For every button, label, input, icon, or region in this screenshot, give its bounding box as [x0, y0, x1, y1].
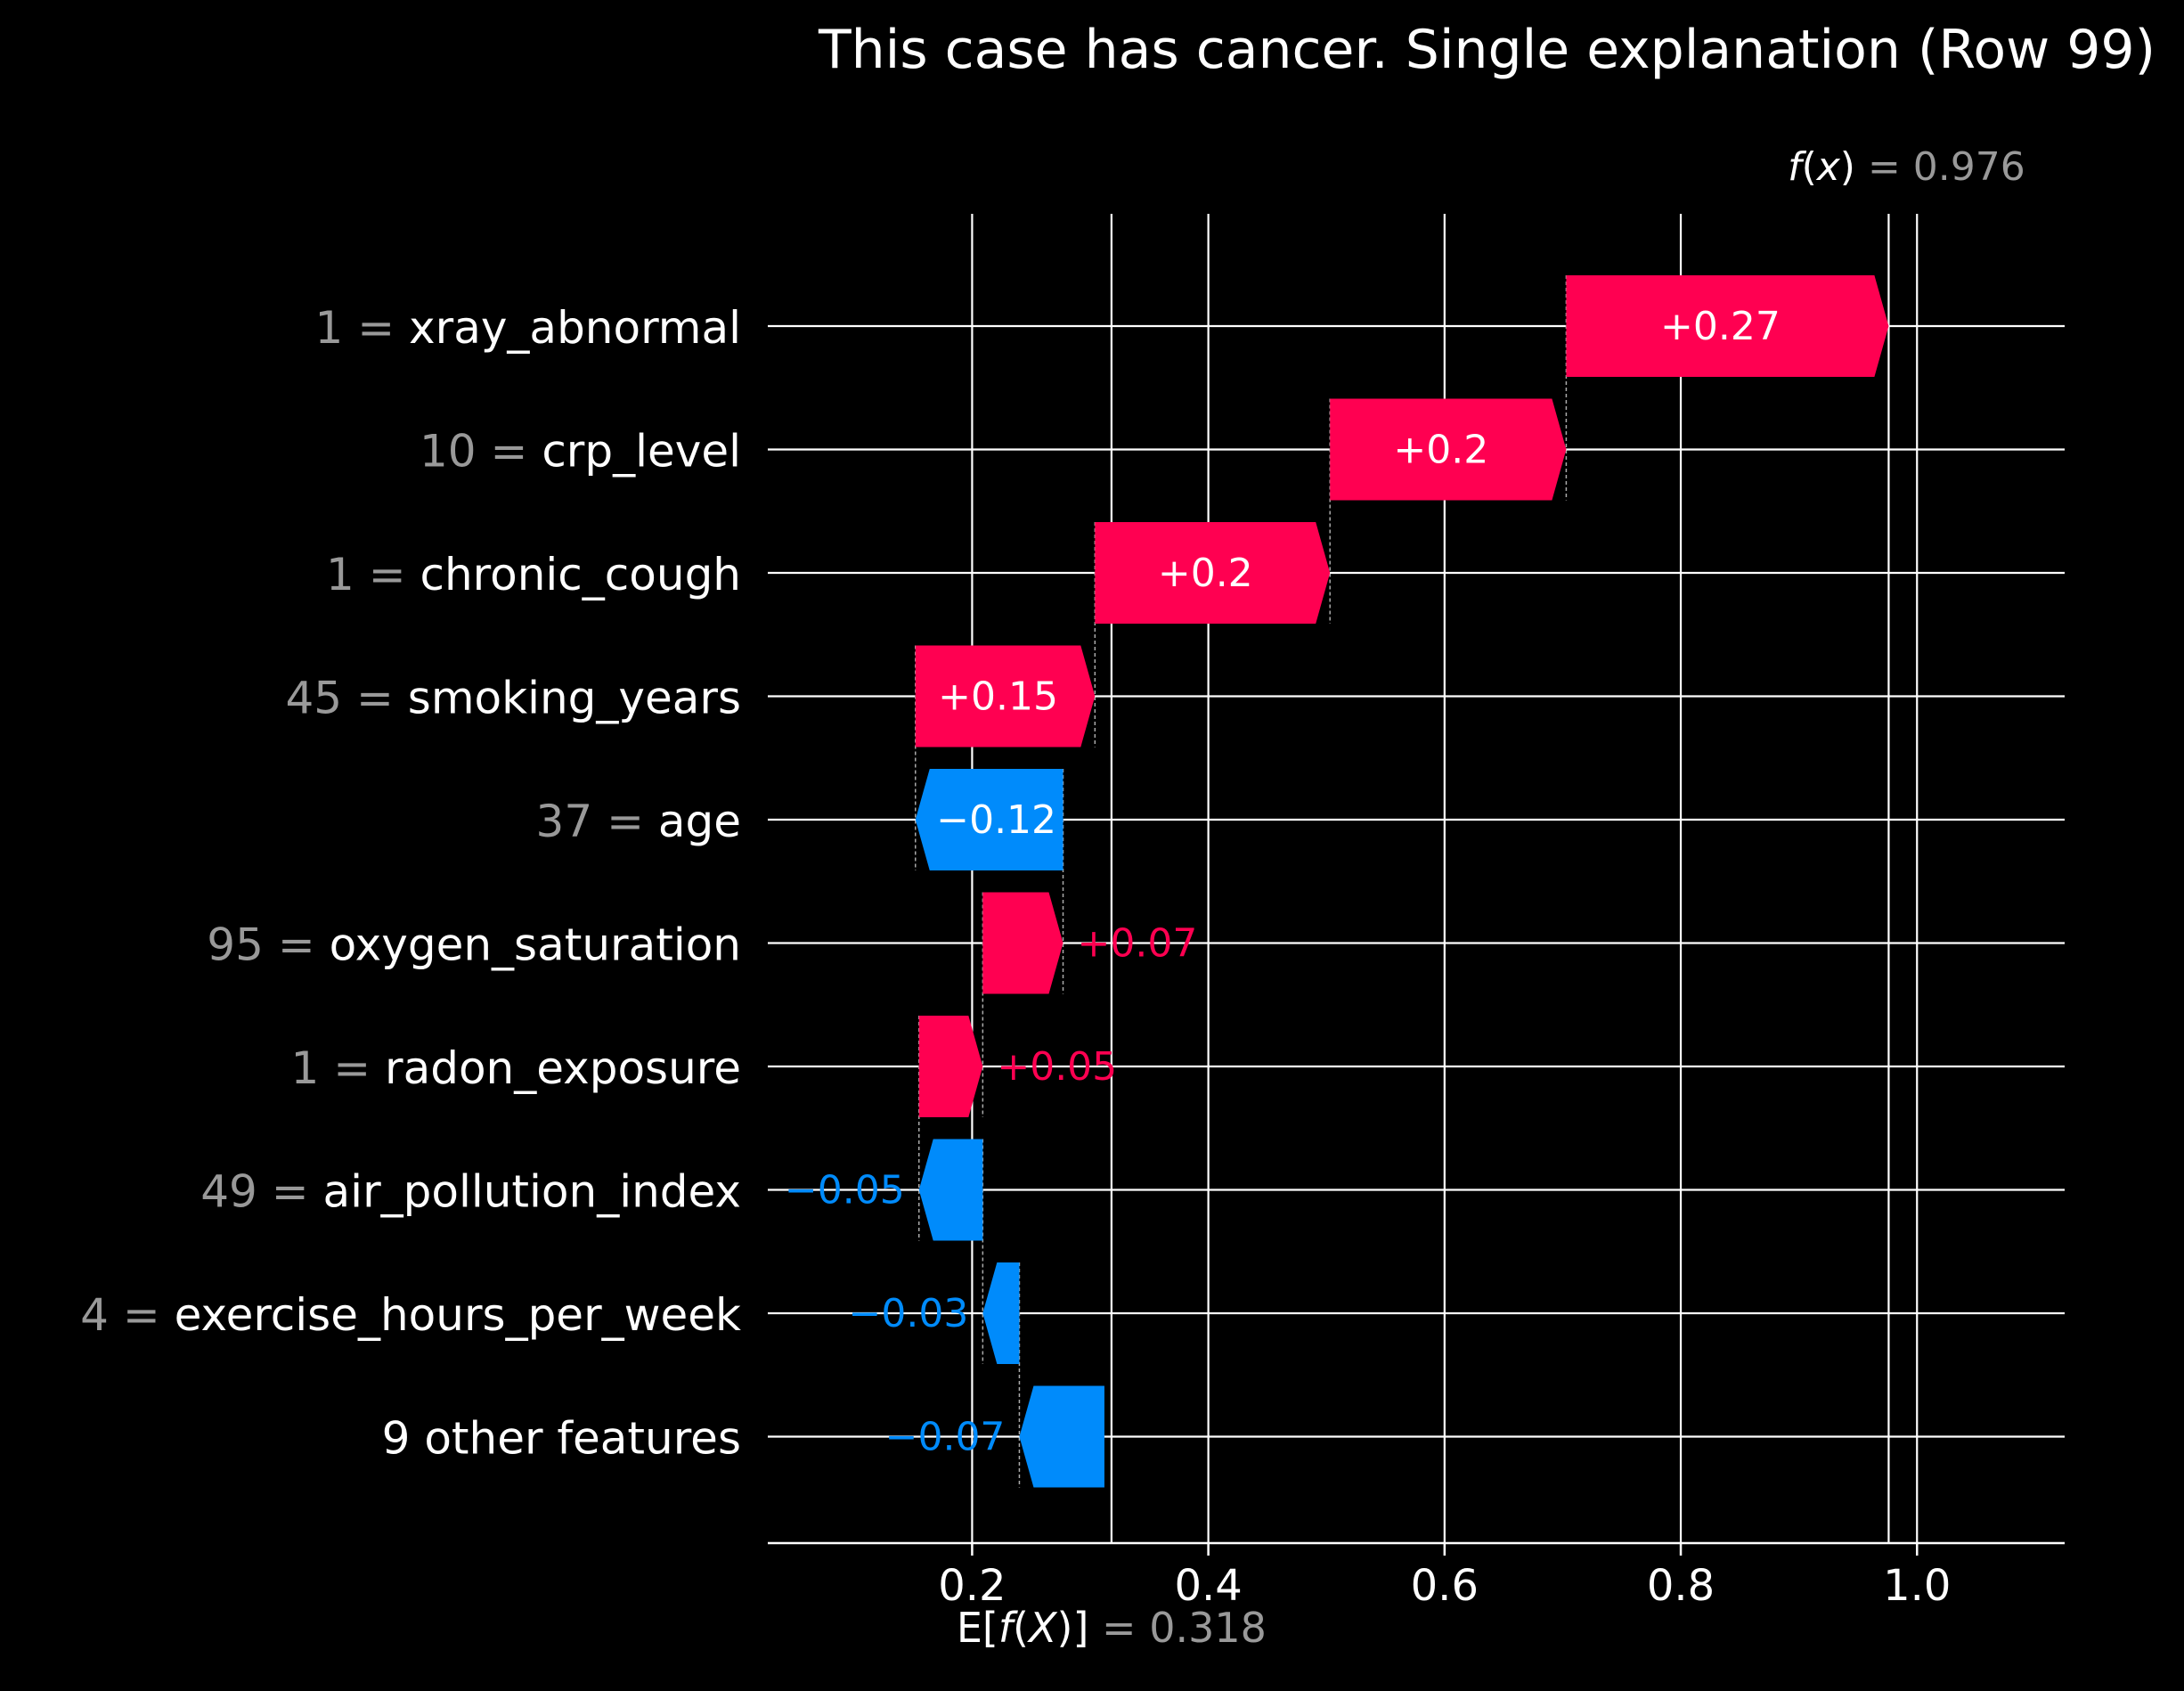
bar-label-2: +0.2	[1158, 551, 1253, 596]
grid-layer	[768, 214, 2065, 1543]
x-tick-label-2: 0.6	[1411, 1561, 1479, 1611]
x-tick-label-3: 0.8	[1647, 1561, 1715, 1611]
x-tick-label-4: 1.0	[1883, 1561, 1951, 1611]
output-value-label: f(x) = 0.976	[1788, 144, 2025, 190]
bar-label-4: −0.12	[936, 797, 1056, 843]
x-tick-label-0: 0.2	[938, 1561, 1006, 1611]
bar-label-5: +0.07	[1078, 921, 1198, 967]
annotations: E[f(X)] = 0.318 f(x) = 0.976	[957, 144, 2025, 1652]
bar-1	[1330, 398, 1567, 501]
bar-7	[918, 1139, 983, 1241]
bar-5	[982, 892, 1063, 994]
feature-rows: +0.27 1 = xray_abnormal +0.2 10 = crp_level…	[80, 275, 1889, 1488]
bar-label-0: +0.27	[1660, 304, 1781, 349]
x-axis: 0.2 0.4 0.6 0.8 1.0	[768, 1541, 2065, 1611]
bar-label-7: −0.05	[785, 1168, 905, 1213]
bar-3	[915, 645, 1096, 747]
feature-label-0: 1 = xray_abnormal	[315, 302, 741, 354]
bar-label-8: −0.03	[848, 1291, 968, 1336]
x-tick-label-1: 0.4	[1174, 1561, 1242, 1611]
bar-2	[1095, 522, 1331, 624]
base-value-label: E[f(X)] = 0.318	[957, 1604, 1267, 1652]
bar-8	[982, 1262, 1020, 1364]
bar-label-3: +0.15	[938, 674, 1058, 720]
bar-9	[1019, 1385, 1104, 1488]
bar-4	[915, 769, 1063, 870]
bar-label-6: +0.05	[997, 1044, 1117, 1090]
feature-label-7: 49 = air_pollution_index	[200, 1166, 741, 1218]
feature-label-5: 95 = oxygen_saturation	[207, 919, 741, 971]
bar-0	[1566, 275, 1889, 377]
bar-label-9: −0.07	[885, 1415, 1006, 1460]
feature-label-2: 1 = chronic_cough	[326, 549, 741, 600]
feature-label-1: 10 = crp_level	[420, 426, 741, 478]
bar-6	[918, 1016, 983, 1117]
chart-title: This case has cancer. Single explanation…	[818, 19, 2155, 81]
feature-label-6: 1 = radon_exposure	[291, 1042, 741, 1094]
feature-label-9: 9 other features	[382, 1413, 741, 1465]
feature-label-4: 37 = age	[536, 796, 741, 847]
feature-label-8: 4 = exercise_hours_per_week	[80, 1289, 741, 1341]
feature-label-3: 45 = smoking_years	[285, 673, 741, 724]
bar-label-1: +0.2	[1393, 428, 1488, 473]
